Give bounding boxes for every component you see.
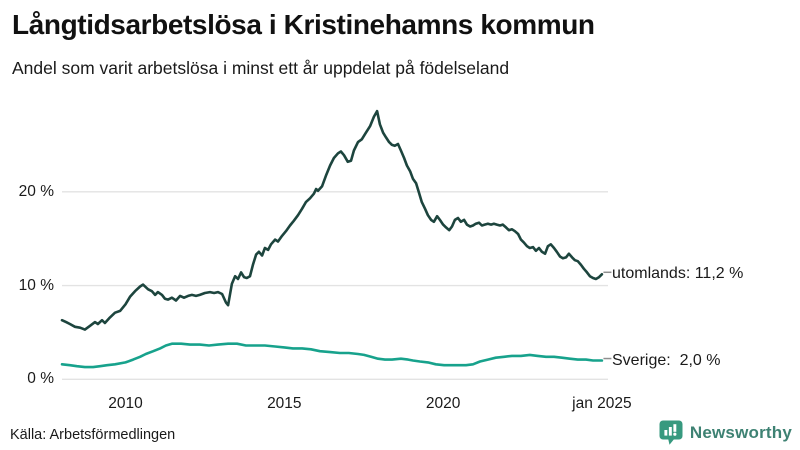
series-line-utomlands	[60, 109, 604, 331]
series-label-utomlands: utomlands: 11,2 %	[612, 265, 744, 283]
page-title: Långtidsarbetslösa i Kristinehamns kommu…	[12, 9, 595, 40]
x-axis-label-2025: jan 2025	[572, 395, 632, 412]
x-axis-label-2010: 2010	[108, 395, 143, 412]
x-axis-label-2015: 2015	[267, 395, 302, 412]
source-note: Källa: Arbetsförmedlingen	[10, 427, 176, 443]
series-label-sverige: Sverige: 2,0 %	[612, 351, 721, 369]
x-axis-label-2020: 2020	[425, 395, 461, 412]
newsworthy-logo-icon	[659, 420, 683, 445]
series-line-sverige	[60, 342, 604, 369]
page-subtitle: Andel som varit arbetslösa i minst ett å…	[12, 58, 510, 78]
y-axis-label-10: 10 %	[18, 276, 54, 294]
y-axis-label-0: 0 %	[27, 370, 54, 388]
newsworthy-logo-text: Newsworthy	[689, 422, 792, 442]
y-axis-label-20: 20 %	[18, 182, 54, 200]
newsworthy-logo: Newsworthy	[658, 419, 792, 446]
